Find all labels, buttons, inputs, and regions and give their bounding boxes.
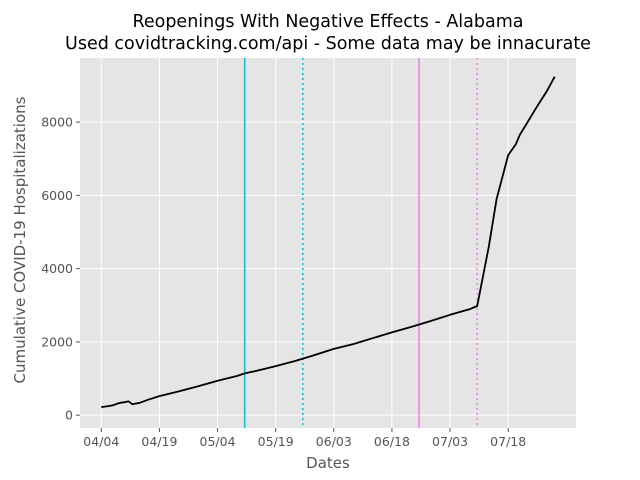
x-axis-label: Dates	[306, 454, 350, 472]
y-axis-label: Cumulative COVID-19 Hospitalizations	[11, 96, 29, 383]
chart-subtitle: Used covidtracking.com/api - Some data m…	[65, 34, 591, 54]
y-tick-label: 0	[65, 408, 73, 423]
reopening-markers	[243, 58, 478, 428]
y-tick-label: 4000	[41, 261, 73, 276]
x-tick-label: 05/19	[258, 434, 294, 449]
y-tick-label: 6000	[41, 188, 73, 203]
plot-area	[80, 58, 576, 428]
x-tick-label: 05/04	[200, 434, 236, 449]
x-axis-ticks: 04/04 04/19 05/04 05/19 06/03 06/18 07/03 07/18	[83, 428, 526, 449]
x-tick-label: 04/04	[83, 434, 119, 449]
x-tick-label: 07/18	[490, 434, 526, 449]
grid	[80, 58, 576, 428]
x-tick-label: 06/18	[374, 434, 410, 449]
x-tick-label: 04/19	[141, 434, 177, 449]
y-tick-label: 2000	[41, 334, 73, 349]
x-tick-label: 07/03	[432, 434, 468, 449]
series-group	[101, 76, 556, 408]
x-tick-label: 06/03	[316, 434, 352, 449]
y-tick-label: 8000	[41, 115, 73, 130]
series-line	[101, 76, 556, 408]
y-axis-ticks: 0 2000 4000 6000 8000	[41, 115, 80, 423]
chart-title: Reopenings With Negative Effects - Alaba…	[132, 12, 523, 32]
